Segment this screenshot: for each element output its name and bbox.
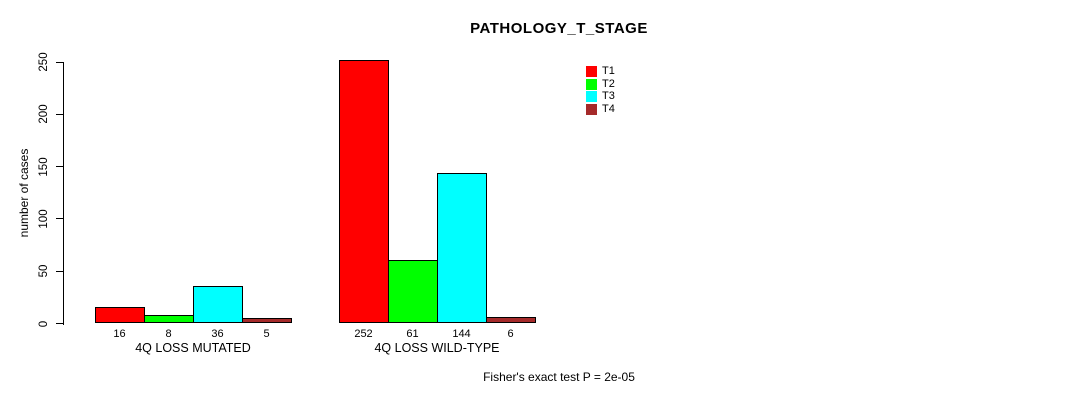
y-tick-label: 250 (38, 52, 50, 72)
legend-swatch (586, 65, 597, 77)
y-tick (56, 218, 63, 220)
y-axis-line (63, 62, 64, 325)
stat-annotation: Fisher's exact test P = 2e-05 (483, 370, 635, 384)
bar-t2-group1 (144, 315, 194, 324)
legend-item: T1 (586, 65, 615, 78)
x-group-label: 4Q LOSS MUTATED (135, 341, 251, 355)
legend-label: T4 (602, 103, 615, 116)
y-tick-label: 200 (38, 104, 50, 124)
bar-t4-group1 (242, 318, 292, 324)
legend: T1 T2 T3 T4 (586, 65, 615, 116)
legend-item: T3 (586, 91, 615, 104)
bar-value-label: 144 (452, 328, 471, 340)
bar-t2-group2 (388, 259, 438, 324)
legend-swatch (586, 78, 597, 90)
legend-label: T2 (602, 77, 615, 90)
legend-swatch (586, 91, 597, 103)
y-tick-label: 50 (38, 264, 50, 278)
y-tick-label: 150 (38, 157, 50, 177)
bar-t1-group1 (95, 306, 145, 324)
y-tick (56, 270, 63, 272)
bar-t3-group2 (437, 172, 487, 324)
y-tick-label: 100 (38, 209, 50, 229)
legend-swatch (586, 104, 597, 116)
y-tick-label: 0 (38, 320, 50, 327)
bar-value-label: 252 (354, 328, 373, 340)
bar-value-label: 6 (507, 328, 514, 340)
bar-t4-group2 (486, 317, 536, 324)
bar-value-label: 61 (406, 328, 419, 340)
x-group-label: 4Q LOSS WILD-TYPE (374, 341, 500, 355)
bar-value-label: 36 (211, 328, 224, 340)
bar-t3-group1 (193, 285, 243, 324)
chart-title: PATHOLOGY_T_STAGE (470, 20, 648, 37)
legend-item: T2 (586, 78, 615, 91)
bar-value-label: 16 (113, 328, 126, 340)
legend-item: T4 (586, 103, 615, 116)
bar-value-label: 5 (263, 328, 270, 340)
y-tick (56, 113, 63, 115)
y-tick (56, 166, 63, 168)
y-tick (56, 323, 63, 324)
legend-label: T3 (602, 90, 615, 103)
bar-t1-group2 (339, 59, 389, 324)
legend-label: T1 (602, 64, 615, 77)
y-axis-label: number of cases (17, 148, 31, 238)
bar-value-label: 8 (165, 328, 172, 340)
y-tick (56, 61, 63, 63)
